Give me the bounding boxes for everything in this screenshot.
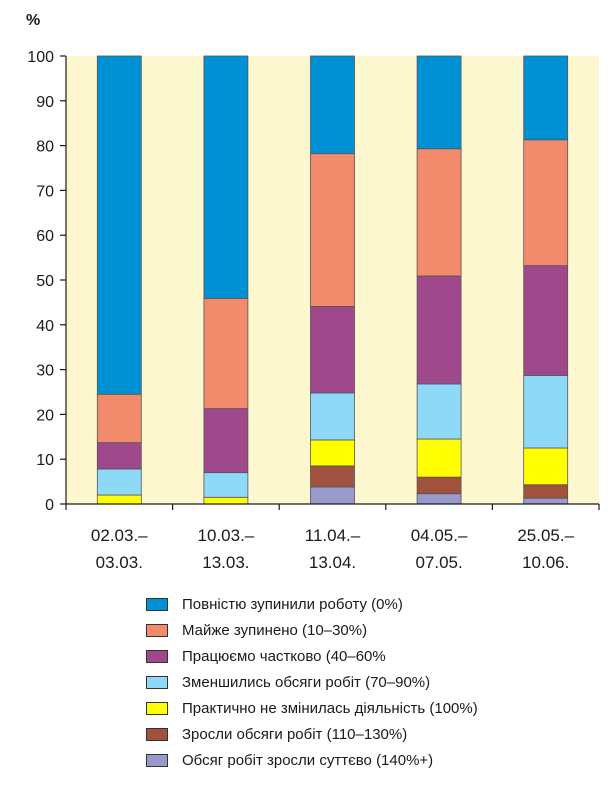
bar-segment — [96, 494, 142, 505]
bars — [96, 55, 569, 505]
x-tick-label: 02.03.– — [91, 526, 148, 545]
bar-segment — [416, 476, 462, 495]
y-tick-label: 90 — [36, 94, 54, 111]
bar-segment — [523, 447, 569, 486]
y-tick-label: 40 — [36, 318, 54, 335]
x-tick-label: 07.05. — [415, 553, 462, 572]
legend-swatch — [146, 701, 168, 715]
legend-item: Практично не змінилась діяльність (100%) — [146, 695, 478, 721]
legend-item: Працюємо частково (40–60% — [146, 643, 478, 669]
bar-segment — [416, 55, 462, 150]
y-tick-label: 50 — [36, 273, 54, 290]
bar-segment — [310, 306, 355, 394]
legend-item: Обсяг робіт зросли суттєво (140%+) — [146, 747, 478, 773]
bar-segment — [203, 496, 249, 505]
bar-segment — [203, 55, 249, 299]
legend-item: Зросли обсяги робіт (110–130%) — [146, 721, 478, 747]
legend-item: Повністю зупинили роботу (0%) — [146, 591, 478, 617]
legend-item: Майже зупинено (10–30%) — [146, 617, 478, 643]
x-tick-label: 03.03. — [96, 553, 143, 572]
bar-segment — [523, 484, 569, 499]
x-tick-labels: 02.03.– 03.03. 10.03.– 13.03. 11.04.– 13.04. 0… — [91, 526, 575, 572]
bar-segment — [96, 468, 142, 496]
y-tick-label: 80 — [36, 139, 54, 156]
legend-label: Повністю зупинили роботу (0%) — [182, 595, 403, 613]
x-tick-label: 11.04.– — [305, 526, 361, 545]
bar-segment — [310, 439, 355, 467]
bar-segment — [96, 442, 142, 470]
legend-item: Зменшились обсяги робіт (70–90%) — [146, 669, 478, 695]
legend-swatch — [146, 753, 168, 767]
y-tick-label: 30 — [36, 363, 54, 380]
legend-label: Майже зупинено (10–30%) — [182, 621, 368, 639]
x-tick-label: 25.05.– — [517, 526, 574, 545]
bar-segment — [523, 375, 569, 449]
y-tick-label: 100 — [27, 49, 54, 66]
x-tick-label: 04.05.– — [411, 526, 468, 545]
bar-segment — [310, 55, 355, 155]
y-tick-labels: 0 10 20 30 40 50 60 70 80 90 100 — [27, 49, 54, 514]
bar-segment — [416, 383, 462, 440]
legend-label: Зросли обсяги робіт (110–130%) — [182, 725, 408, 743]
y-tick-label: 60 — [36, 228, 54, 245]
bar-segment — [310, 486, 355, 505]
bar-segment — [523, 55, 569, 141]
y-tick-label: 70 — [36, 183, 54, 200]
legend-label: Практично не змінилась діяльність (100%) — [182, 699, 478, 717]
x-tick-label: 10.06. — [522, 553, 569, 572]
legend-label: Працюємо частково (40–60% — [182, 647, 386, 665]
legend: Повністю зупинили роботу (0%) Майже зупин… — [146, 591, 478, 773]
legend-swatch — [146, 649, 168, 663]
x-tick-label: 13.04. — [309, 553, 356, 572]
axes — [60, 55, 600, 510]
bar-segment — [203, 408, 249, 474]
bar-segment — [310, 392, 355, 441]
legend-label: Зменшились обсяги робіт (70–90%) — [182, 673, 431, 691]
bar-segment — [523, 265, 569, 376]
bar-segment — [203, 472, 249, 498]
bar-segment — [416, 275, 462, 385]
y-tick-label: 0 — [45, 497, 54, 514]
bar-segment — [96, 393, 142, 444]
bar-segment — [203, 297, 249, 409]
x-tick-label: 13.03. — [202, 553, 249, 572]
legend-swatch — [146, 623, 168, 637]
bar-segment — [96, 55, 142, 395]
bar-segment — [416, 148, 462, 277]
bar-segment — [523, 139, 569, 267]
legend-swatch — [146, 727, 168, 741]
stacked-bar-chart: % 0 10 20 30 40 50 60 70 80 90 100 02.03.– 03.03. 10… — [26, 12, 600, 572]
legend-swatch — [146, 597, 168, 611]
bar-segment — [310, 465, 355, 488]
legend-label: Обсяг робіт зросли суттєво (140%+) — [182, 751, 434, 769]
x-tick-label: 10.03.– — [198, 526, 255, 545]
bar-segment — [310, 153, 355, 307]
bar-segment — [416, 438, 462, 478]
legend-swatch — [146, 675, 168, 689]
y-tick-label: 10 — [36, 452, 54, 469]
y-tick-label: 20 — [36, 407, 54, 424]
bar-segment — [523, 497, 569, 505]
bar-segment — [416, 493, 462, 505]
y-axis-unit-label: % — [26, 12, 40, 29]
